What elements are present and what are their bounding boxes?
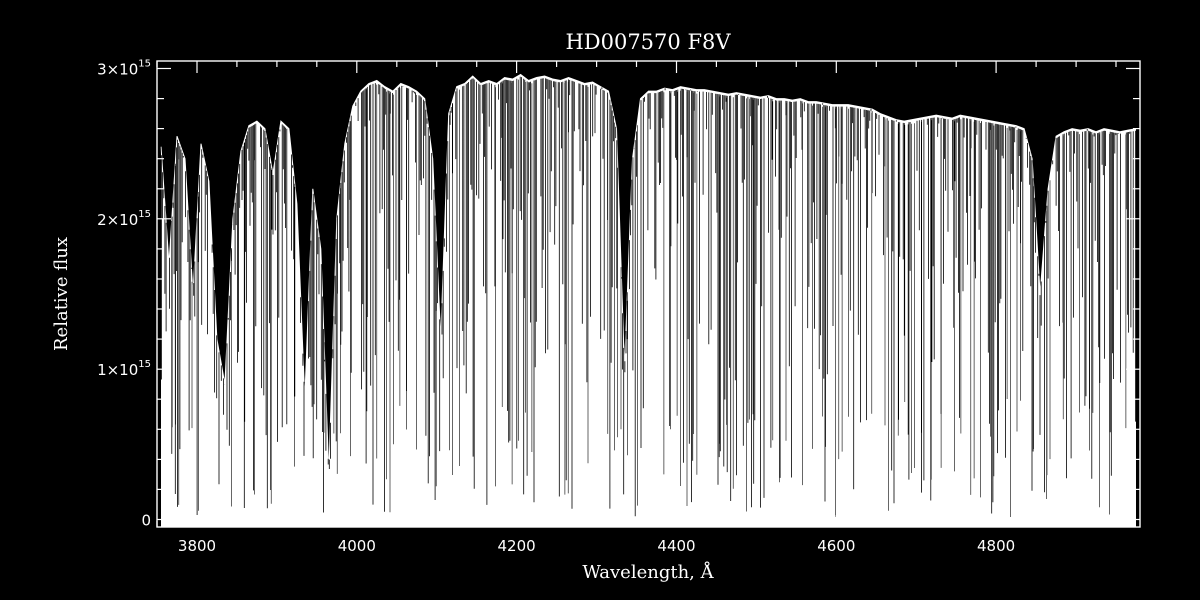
flux-line [160,73,1137,475]
x-axis: 3800 4000 4200 4400 4600 4800 [156,61,1117,555]
absorption-lines [157,76,1140,517]
x-axis-label: Wavelength, Å [582,561,714,583]
x-tick-label: 4000 [338,537,376,555]
y-axis-label: Relative flux [51,237,72,351]
y-tick-label: 3×1015 [97,59,151,79]
x-tick-label: 4400 [657,537,695,555]
y-tick-label: 2×1015 [97,209,151,229]
y-tick-label: 0 [141,512,151,530]
plot-frame [156,60,1141,528]
y-tick-label: 1×1015 [97,359,151,379]
x-tick-label: 4200 [498,537,536,555]
y-axis: 0 1×1015 2×1015 3×1015 [97,59,1140,530]
x-tick-label: 3800 [178,537,216,555]
deep-lines [171,79,1127,517]
x-tick-label: 4600 [817,537,855,555]
x-tick-label: 4800 [977,537,1015,555]
chart-title: HD007570 F8V [565,30,731,54]
data-layer [160,73,1137,527]
flux-fill [161,74,1136,527]
